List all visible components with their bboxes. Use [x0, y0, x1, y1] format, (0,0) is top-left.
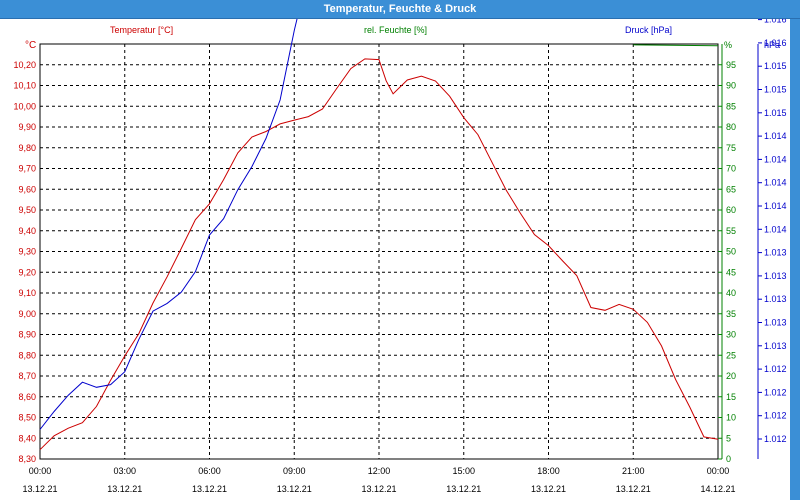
- x-tick-time: 00:00: [29, 466, 52, 476]
- legend-temperature: Temperatur [°C]: [110, 25, 173, 35]
- x-tick-time: 15:00: [452, 466, 475, 476]
- left-tick-label: 10,00: [13, 101, 36, 111]
- humidity-tick-label: 55: [726, 226, 736, 236]
- pressure-line: [39, 19, 298, 430]
- left-tick-label: 8,60: [18, 392, 36, 402]
- left-tick-label: 9,30: [18, 247, 36, 257]
- pressure-axis-ticks: 1.012 1.012 1.012 1.012 1.013 1.013 1.013 1.013…: [757, 19, 787, 459]
- left-tick-label: 9,40: [18, 226, 36, 236]
- left-tick-label: 9,80: [18, 143, 36, 153]
- humidity-axis-unit: %: [724, 40, 732, 50]
- pressure-tick-label: 1.014: [764, 201, 787, 211]
- humidity-tick-label: 50: [726, 247, 736, 257]
- x-tick-time: 18:00: [537, 466, 560, 476]
- pressure-axis-unit: hPa: [764, 40, 780, 50]
- pressure-tick-label: 1.013: [764, 341, 787, 351]
- left-tick-label: 9,70: [18, 164, 36, 174]
- x-tick-date: 13.12.21: [446, 484, 481, 494]
- x-tick-date: 13.12.21: [192, 484, 227, 494]
- humidity-tick-label: 60: [726, 205, 736, 215]
- humidity-tick-label: 85: [726, 101, 736, 111]
- humidity-tick-label: 5: [726, 433, 731, 443]
- humidity-tick-label: 15: [726, 392, 736, 402]
- pressure-tick-label: 1.013: [764, 271, 787, 281]
- pressure-tick-label: 1.015: [764, 61, 787, 71]
- pressure-tick-label: 1.013: [764, 248, 787, 258]
- pressure-tick-label: 1.012: [764, 411, 787, 421]
- humidity-tick-label: 45: [726, 267, 736, 277]
- temperature-line: [39, 58, 719, 451]
- grid-lines: [40, 44, 718, 459]
- x-tick-time: 03:00: [113, 466, 136, 476]
- pressure-tick-label: 1.012: [764, 434, 787, 444]
- x-tick-time: 00:00: [707, 466, 730, 476]
- x-tick-date: 13.12.21: [107, 484, 142, 494]
- x-tick-time: 21:00: [622, 466, 645, 476]
- pressure-tick-label: 1.013: [764, 318, 787, 328]
- legend-pressure: Druck [hPa]: [625, 25, 672, 35]
- x-tick-date: 13.12.21: [616, 484, 651, 494]
- pressure-tick-label: 1.016: [764, 19, 787, 25]
- left-tick-label: 9,60: [18, 184, 36, 194]
- humidity-tick-label: 70: [726, 164, 736, 174]
- left-tick-label: 9,10: [18, 288, 36, 298]
- humidity-tick-label: 90: [726, 81, 736, 91]
- pressure-tick-label: 1.013: [764, 294, 787, 304]
- pressure-tick-label: 1.012: [764, 387, 787, 397]
- humidity-tick-label: 0: [726, 454, 731, 464]
- legend-humidity: rel. Feuchte [%]: [364, 25, 427, 35]
- left-tick-label: 10,10: [13, 81, 36, 91]
- x-tick-time: 09:00: [283, 466, 306, 476]
- left-tick-label: 8,40: [18, 433, 36, 443]
- pressure-tick-label: 1.015: [764, 85, 787, 95]
- window-right-border: [790, 19, 800, 500]
- humidity-tick-label: 30: [726, 330, 736, 340]
- left-tick-label: 8,90: [18, 330, 36, 340]
- pressure-tick-label: 1.016: [764, 38, 787, 48]
- humidity-tick-label: 20: [726, 371, 736, 381]
- x-axis-ticks: 00:00 13.12.21 03:00 13.12.21 06:00 13.12.21 0…: [22, 466, 735, 494]
- pressure-tick-label: 1.015: [764, 108, 787, 118]
- window-titlebar: Temperatur, Feuchte & Druck: [0, 0, 800, 19]
- humidity-tick-label: 25: [726, 350, 736, 360]
- x-tick-date: 13.12.21: [361, 484, 396, 494]
- left-tick-label: 8,30: [18, 454, 36, 464]
- chart-title: Temperatur, Feuchte & Druck: [323, 3, 477, 15]
- left-tick-label: 9,50: [18, 205, 36, 215]
- left-tick-label: 10,20: [13, 60, 36, 70]
- left-tick-label: 8,70: [18, 371, 36, 381]
- x-tick-date: 14.12.21: [700, 484, 735, 494]
- x-tick-time: 12:00: [368, 466, 391, 476]
- humidity-tick-label: 40: [726, 288, 736, 298]
- pressure-tick-label: 1.014: [764, 131, 787, 141]
- left-tick-label: 9,90: [18, 122, 36, 132]
- left-axis-ticks: 8,30 8,40 8,50 8,60 8,70 8,80 8,90 9,00 9,10 9,20…: [13, 60, 36, 464]
- humidity-tick-label: 65: [726, 184, 736, 194]
- left-tick-label: 8,80: [18, 350, 36, 360]
- humidity-tick-label: 80: [726, 122, 736, 132]
- left-tick-label: 9,00: [18, 309, 36, 319]
- left-tick-label: 9,20: [18, 267, 36, 277]
- chart-area: 8,30 8,40 8,50 8,60 8,70 8,80 8,90 9,00 9,10 9,20…: [13, 19, 787, 494]
- pressure-tick-label: 1.014: [764, 154, 787, 164]
- humidity-axis-ticks: 0 5 10 15 20 25 30 35 40 45 50 55 60 65 70 75 80 85 90 95: [718, 44, 736, 464]
- humidity-tick-label: 95: [726, 60, 736, 70]
- x-tick-date: 13.12.21: [22, 484, 57, 494]
- humidity-tick-label: 10: [726, 413, 736, 423]
- pressure-tick-label: 1.012: [764, 364, 787, 374]
- pressure-tick-label: 1.014: [764, 224, 787, 234]
- series-lines: [39, 19, 719, 451]
- x-tick-date: 13.12.21: [277, 484, 312, 494]
- pressure-tick-label: 1.014: [764, 178, 787, 188]
- x-tick-date: 13.12.21: [531, 484, 566, 494]
- humidity-tick-label: 35: [726, 309, 736, 319]
- humidity-tick-label: 75: [726, 143, 736, 153]
- left-axis-unit: °C: [25, 40, 36, 51]
- left-tick-label: 8,50: [18, 413, 36, 423]
- humidity-line: [633, 44, 719, 47]
- x-tick-time: 06:00: [198, 466, 221, 476]
